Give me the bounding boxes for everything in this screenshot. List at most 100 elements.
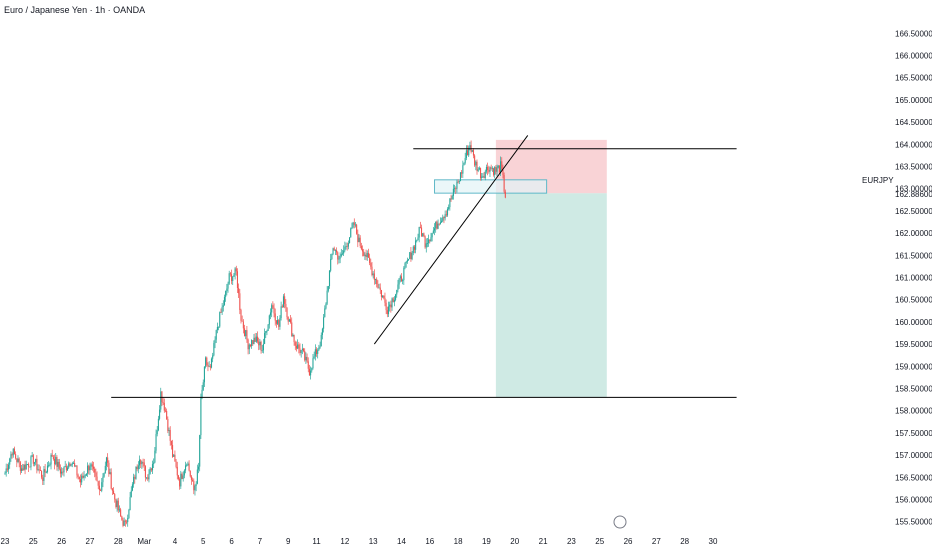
candle-body	[476, 161, 478, 171]
x-tick-label: 11	[312, 537, 321, 546]
candle-body	[474, 155, 476, 166]
candle-body	[359, 237, 361, 246]
candle-body	[142, 462, 144, 463]
candle-body	[334, 250, 336, 252]
candle-body	[233, 274, 235, 277]
candle-body	[114, 494, 116, 500]
candle-body	[457, 181, 459, 183]
candle-body	[364, 254, 366, 256]
candle-body	[483, 176, 485, 178]
candle-body	[70, 464, 72, 466]
candle-body	[391, 298, 393, 308]
x-tick-label: Mar	[137, 537, 151, 546]
candle-body	[425, 243, 427, 248]
y-tick-label: 156.00000	[895, 495, 932, 504]
candle-body	[448, 207, 450, 209]
candle-body	[115, 499, 117, 507]
candle-body	[429, 239, 431, 241]
candle-body	[149, 468, 151, 474]
candle-body	[350, 228, 352, 238]
candle-body	[408, 258, 410, 260]
candle-body	[469, 145, 471, 148]
candle-body	[188, 463, 190, 471]
y-tick-label: 165.50000	[895, 74, 932, 83]
candle-body	[111, 488, 113, 491]
candle-body	[502, 169, 504, 176]
candle-body	[256, 336, 259, 342]
candle-body	[491, 168, 493, 169]
candle-body	[269, 312, 272, 316]
candle-body	[277, 319, 279, 324]
candle-body	[367, 252, 369, 258]
candle-body	[351, 227, 353, 229]
candle-body	[88, 465, 90, 471]
candle-body	[128, 509, 130, 519]
candle-body	[411, 252, 413, 260]
candle-body	[157, 418, 159, 431]
candle-body	[177, 475, 180, 479]
candle-body	[222, 305, 224, 307]
candle-body	[464, 158, 466, 163]
candle-body	[100, 489, 102, 491]
y-tick-label: 157.00000	[895, 451, 932, 460]
candle-body	[245, 330, 247, 337]
candle-body	[389, 304, 391, 307]
candle-body	[418, 227, 420, 238]
candle-body	[310, 370, 312, 376]
candle-body	[64, 466, 66, 467]
candle-body	[471, 150, 473, 152]
candle-body	[75, 465, 77, 467]
candle-body	[321, 328, 323, 335]
candle-body	[380, 290, 382, 297]
candle-body	[495, 167, 497, 172]
candle-body	[259, 341, 261, 346]
x-tick-label: 12	[340, 537, 349, 546]
candle-body	[4, 472, 6, 474]
candle-body	[105, 457, 108, 466]
y-tick-label: 162.00000	[895, 229, 932, 238]
candle-body	[20, 468, 23, 471]
candle-body	[160, 391, 162, 410]
candle-body	[462, 165, 464, 174]
candle-body	[148, 473, 150, 480]
candle-body	[290, 319, 292, 323]
candle-body	[337, 252, 339, 260]
candle-body	[489, 167, 491, 172]
candle-body	[340, 254, 342, 257]
candle-body	[231, 274, 233, 281]
candle-body	[490, 167, 492, 169]
candle-body	[42, 477, 44, 481]
candle-body	[170, 440, 172, 446]
candle-body	[55, 457, 57, 465]
candle-body	[192, 479, 194, 481]
candle-body	[32, 455, 34, 464]
candle-body	[104, 465, 106, 474]
target-zone	[495, 193, 607, 398]
candle-body	[249, 344, 251, 347]
candle-body	[108, 462, 110, 474]
candle-body	[299, 348, 301, 354]
candle-body	[461, 172, 463, 174]
candle-body	[272, 305, 274, 308]
candle-body	[488, 169, 490, 172]
candle-body	[393, 299, 395, 302]
candle-body	[83, 475, 85, 478]
candle-body	[432, 230, 434, 234]
candle-body	[452, 188, 454, 196]
candle-body	[286, 307, 288, 318]
candle-body	[297, 344, 299, 349]
candle-body	[385, 302, 387, 311]
candle-body	[161, 391, 163, 402]
y-tick-label: 162.50000	[895, 207, 932, 216]
candle-body	[9, 458, 11, 465]
candle-body	[436, 221, 438, 229]
candle-body	[136, 466, 138, 470]
candle-body	[315, 349, 318, 354]
candle-body	[400, 276, 403, 282]
candle-body	[175, 461, 177, 467]
candle-body	[57, 461, 59, 467]
candle-body	[472, 150, 475, 156]
candle-body	[227, 283, 229, 289]
candle-body	[307, 361, 309, 369]
